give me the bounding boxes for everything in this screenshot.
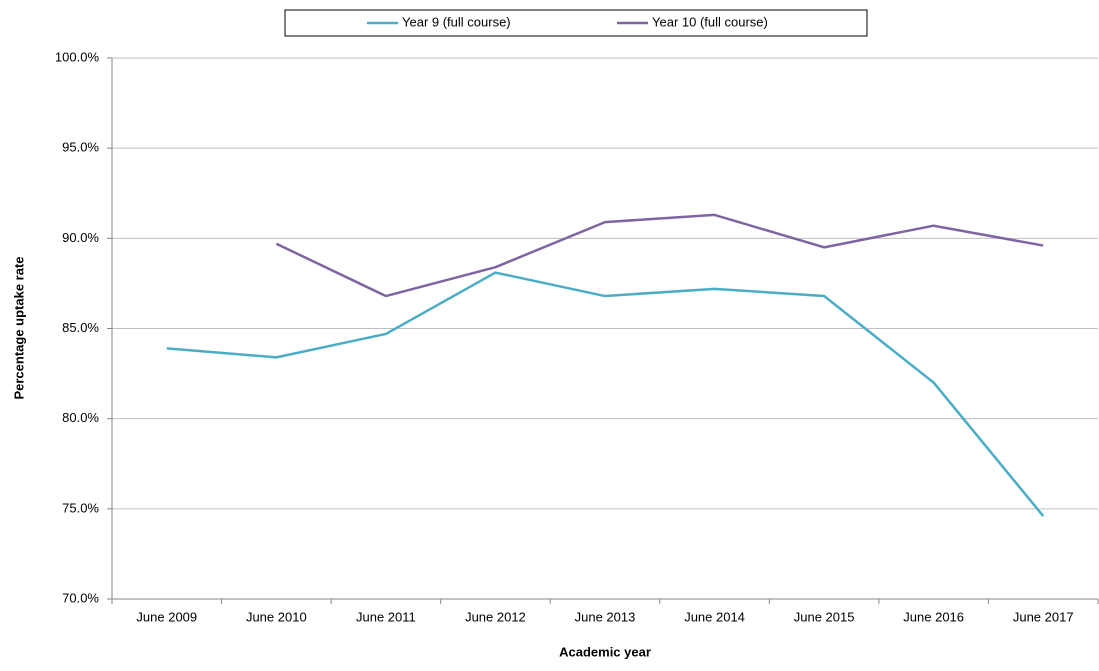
- x-tick-label: June 2012: [465, 609, 526, 624]
- y-tick-label: 85.0%: [62, 320, 99, 335]
- x-tick-label: June 2017: [1013, 609, 1074, 624]
- x-tick-label: June 2010: [246, 609, 307, 624]
- y-tick-label: 95.0%: [62, 140, 99, 155]
- y-tick-label: 90.0%: [62, 230, 99, 245]
- legend-label: Year 10 (full course): [652, 14, 768, 29]
- series-line: [275, 213, 1044, 298]
- x-tick-label: June 2013: [575, 609, 636, 624]
- y-tick-label: 100.0%: [55, 49, 100, 64]
- legend-label: Year 9 (full course): [402, 14, 511, 29]
- x-tick-label: June 2015: [794, 609, 855, 624]
- y-tick-label: 70.0%: [62, 590, 99, 605]
- x-axis-title: Academic year: [559, 644, 651, 659]
- x-tick-label: June 2014: [684, 609, 745, 624]
- y-tick-label: 75.0%: [62, 500, 99, 515]
- x-tick-label: June 2016: [903, 609, 964, 624]
- x-tick-label: June 2011: [356, 609, 416, 624]
- y-tick-label: 80.0%: [62, 410, 99, 425]
- x-tick-label: June 2009: [136, 609, 197, 624]
- y-axis-title: Percentage uptake rate: [11, 256, 26, 399]
- series-line: [166, 271, 1045, 517]
